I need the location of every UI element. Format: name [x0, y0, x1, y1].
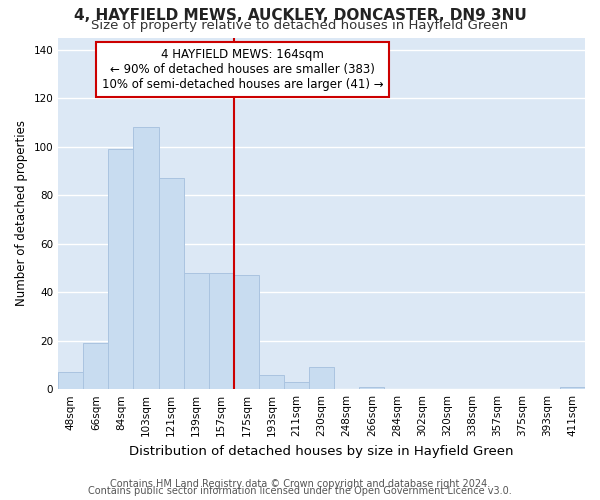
- Bar: [560, 387, 585, 389]
- Text: Contains HM Land Registry data © Crown copyright and database right 2024.: Contains HM Land Registry data © Crown c…: [110, 479, 490, 489]
- X-axis label: Distribution of detached houses by size in Hayfield Green: Distribution of detached houses by size …: [130, 444, 514, 458]
- Bar: [359, 387, 385, 389]
- Text: Contains public sector information licensed under the Open Government Licence v3: Contains public sector information licen…: [88, 486, 512, 496]
- Text: 4 HAYFIELD MEWS: 164sqm
← 90% of detached houses are smaller (383)
10% of semi-d: 4 HAYFIELD MEWS: 164sqm ← 90% of detache…: [102, 48, 383, 91]
- Bar: [259, 374, 284, 389]
- Bar: [184, 273, 209, 389]
- Bar: [209, 273, 234, 389]
- Bar: [284, 382, 309, 389]
- Bar: [234, 275, 259, 389]
- Bar: [58, 372, 83, 389]
- Bar: [309, 368, 334, 389]
- Bar: [109, 149, 133, 389]
- Y-axis label: Number of detached properties: Number of detached properties: [15, 120, 28, 306]
- Bar: [83, 343, 109, 389]
- Text: Size of property relative to detached houses in Hayfield Green: Size of property relative to detached ho…: [91, 18, 509, 32]
- Bar: [158, 178, 184, 389]
- Text: 4, HAYFIELD MEWS, AUCKLEY, DONCASTER, DN9 3NU: 4, HAYFIELD MEWS, AUCKLEY, DONCASTER, DN…: [74, 8, 526, 22]
- Bar: [133, 127, 158, 389]
